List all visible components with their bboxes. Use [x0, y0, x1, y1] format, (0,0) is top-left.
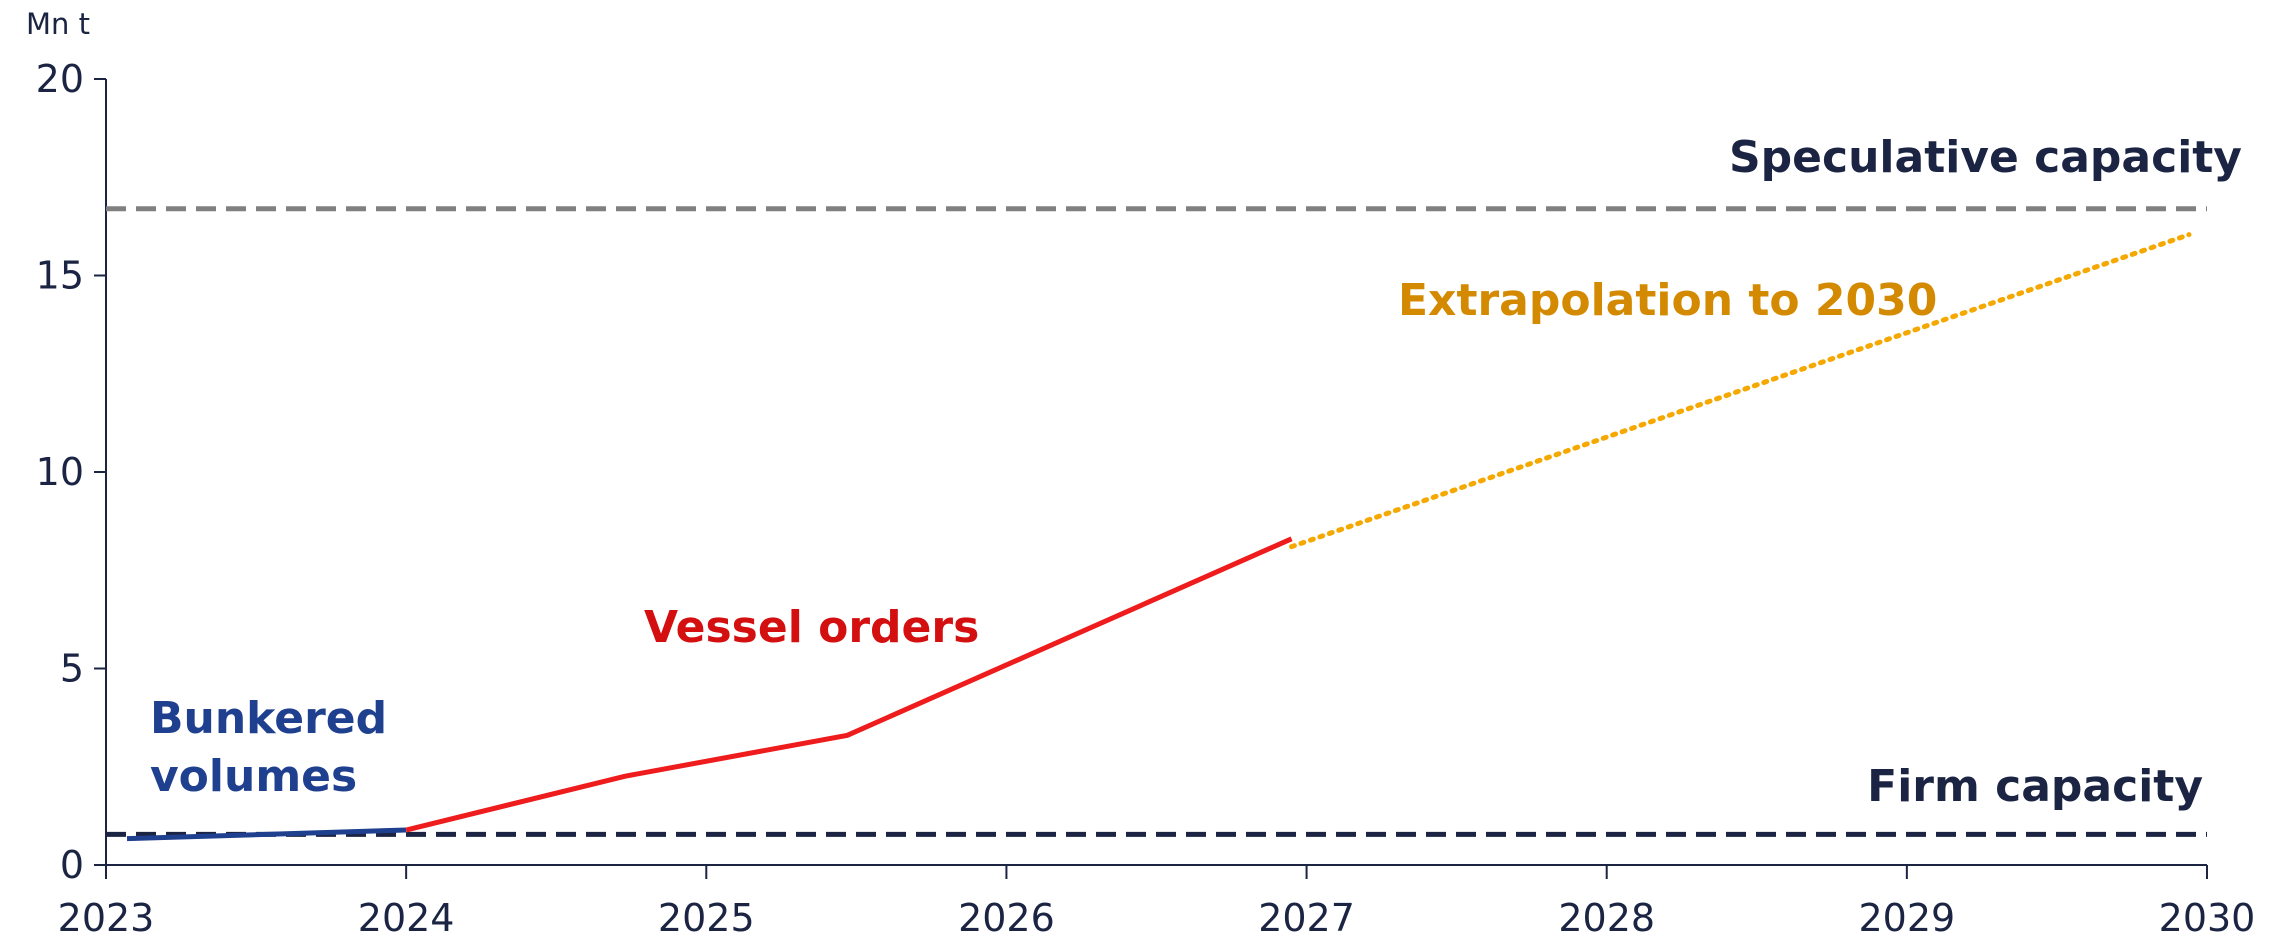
y-tick-label: 5: [60, 647, 84, 691]
series-label: Vessel orders: [644, 602, 979, 653]
x-tick-label: 2027: [1258, 896, 1355, 940]
y-tick-label: 15: [36, 254, 84, 298]
y-tick-label: 20: [36, 57, 84, 101]
x-tick-label: 2030: [2159, 896, 2256, 940]
x-tick-label: 2028: [1558, 896, 1655, 940]
series-label: Extrapolation to 2030: [1398, 275, 1937, 326]
series-label: Bunkered volumes: [150, 693, 388, 802]
x-tick-label: 2029: [1858, 896, 1955, 940]
series-line: [126, 827, 407, 842]
y-axis-label: Mn t: [26, 7, 90, 41]
y-tick-label: 0: [60, 843, 84, 887]
series-line: [405, 536, 1293, 833]
reference-label: Speculative capacity: [1729, 132, 2242, 183]
x-tick-label: 2024: [358, 896, 455, 940]
series-line: [1289, 232, 2192, 550]
x-tick-label: 2023: [58, 896, 155, 940]
y-tick-label: 10: [36, 450, 84, 494]
x-tick-label: 2026: [958, 896, 1055, 940]
x-tick-label: 2025: [658, 896, 755, 940]
reference-label: Firm capacity: [1867, 761, 2203, 812]
